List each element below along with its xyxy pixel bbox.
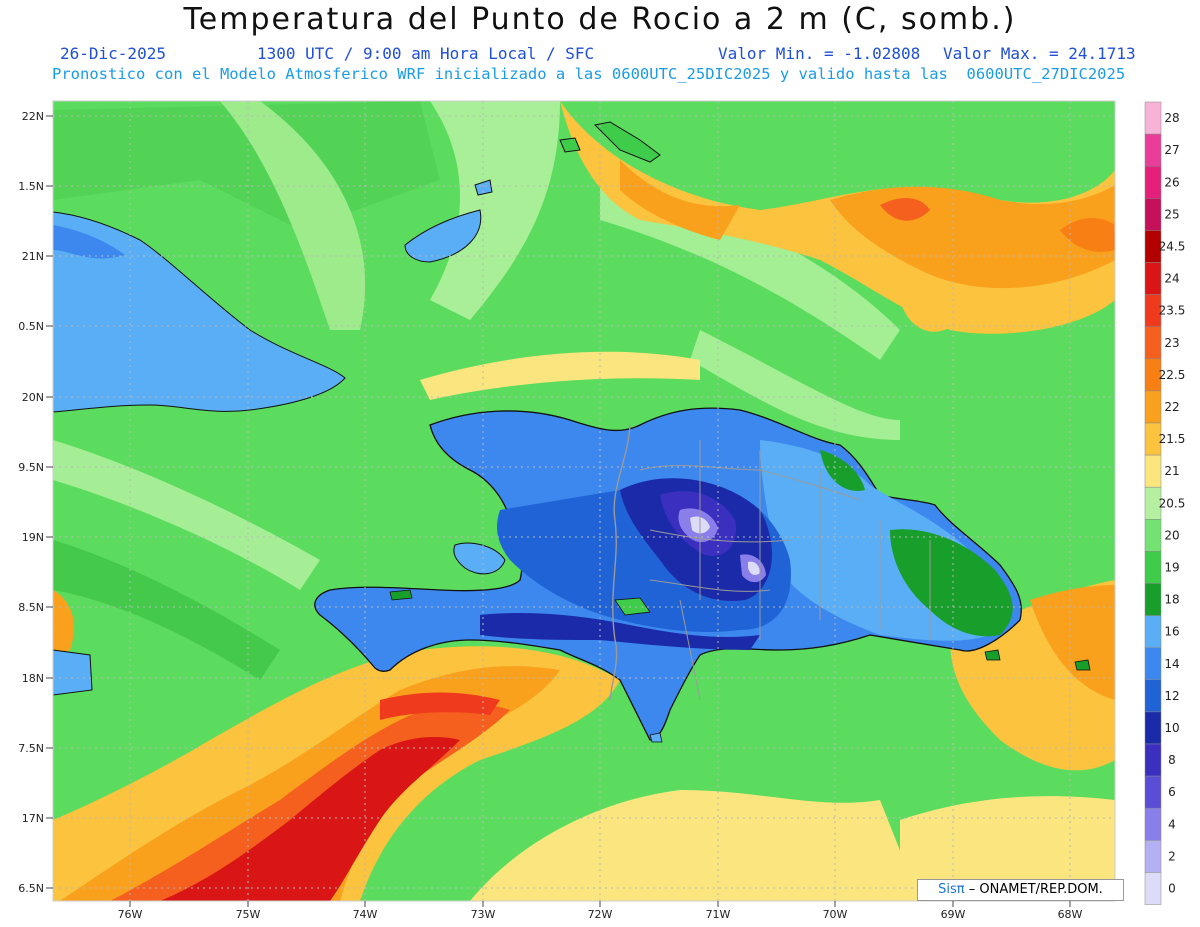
colorbar-label: 21.5 (1159, 432, 1186, 446)
colorbar-label: 24.5 (1159, 239, 1186, 253)
min-value: Valor Min. = -1.02808 (718, 44, 921, 63)
lat-axis: 22N 1.5N 21N 0.5N 20N 9.5N 19N 8.5N 18N … (18, 110, 44, 895)
lon-label: 71W (706, 908, 731, 921)
lat-label: 21N (22, 250, 44, 263)
colorbar-label: 24 (1164, 272, 1179, 286)
lon-label: 76W (118, 908, 143, 921)
colorbar-label: 4 (1168, 817, 1176, 831)
lat-label: 20N (22, 391, 44, 404)
lat-label: 9.5N (18, 461, 44, 474)
colorbar-swatch (1144, 807, 1162, 841)
colorbar: 2827262524.52423.52322.52221.52120.52019… (1144, 101, 1186, 905)
colorbar-label: 8 (1168, 753, 1176, 767)
lon-label: 74W (353, 908, 378, 921)
lon-label: 73W (471, 908, 496, 921)
model-info: Pronostico con el Modelo Atmosferico WRF… (52, 65, 1126, 83)
colorbar-label: 10 (1164, 721, 1179, 735)
colorbar-swatch (1144, 101, 1162, 135)
forecast-time: 1300 UTC / 9:00 am Hora Local / SFC (257, 44, 595, 63)
colorbar-label: 19 (1164, 560, 1179, 574)
lat-label: 1.5N (18, 180, 44, 193)
dewpoint-field (53, 101, 1115, 901)
colorbar-label: 18 (1164, 593, 1179, 607)
colorbar-swatch (1144, 551, 1162, 584)
map-title: Temperatura del Punto de Rocio a 2 m (C,… (183, 2, 1017, 37)
colorbar-swatch (1144, 647, 1162, 681)
lat-label: 18N (22, 672, 44, 685)
colorbar-swatch (1144, 262, 1162, 295)
colorbar-label: 23 (1164, 336, 1179, 350)
colorbar-label: 6 (1168, 785, 1176, 799)
credit-brand: Sisπ (938, 882, 965, 897)
colorbar-swatch (1144, 679, 1162, 713)
lat-label: 17N (22, 812, 44, 825)
colorbar-label: 12 (1164, 689, 1179, 703)
lat-label: 22N (22, 110, 44, 123)
colorbar-label: 22 (1164, 400, 1179, 414)
colorbar-swatch (1144, 198, 1162, 231)
colorbar-label: 20.5 (1159, 496, 1186, 510)
lat-label: 8.5N (18, 601, 44, 614)
colorbar-label: 22.5 (1159, 368, 1186, 382)
colorbar-label: 23.5 (1159, 304, 1186, 318)
credit-text: – ONAMET/REP.DOM. (968, 882, 1103, 897)
lat-label: 7.5N (18, 742, 44, 755)
colorbar-swatch (1144, 583, 1162, 616)
lon-label: 68W (1058, 908, 1083, 921)
colorbar-label: 28 (1164, 111, 1179, 125)
colorbar-swatch (1144, 133, 1162, 167)
colorbar-swatch (1144, 743, 1162, 777)
colorbar-swatch (1144, 872, 1162, 905)
colorbar-label: 2 (1168, 849, 1176, 863)
colorbar-label: 26 (1164, 175, 1179, 189)
colorbar-swatch (1144, 165, 1162, 199)
forecast-date: 26-Dic-2025 (60, 44, 166, 63)
colorbar-label: 25 (1164, 207, 1179, 221)
colorbar-swatch (1144, 454, 1162, 488)
colorbar-label: 20 (1164, 528, 1179, 542)
colorbar-swatch (1144, 840, 1162, 873)
lon-axis: 76W 75W 74W 73W 72W 71W 70W 69W 68W (118, 908, 1083, 921)
max-value: Valor Max. = 24.1713 (943, 44, 1136, 63)
lon-label: 70W (823, 908, 848, 921)
lat-label: 0.5N (18, 320, 44, 333)
grid-lines (53, 101, 1115, 901)
colorbar-swatch (1144, 390, 1162, 424)
colorbar-label: 14 (1164, 657, 1179, 671)
colorbar-swatch (1144, 519, 1162, 552)
lon-label: 72W (588, 908, 613, 921)
colorbar-label: 21 (1164, 464, 1179, 478)
lon-label: 75W (236, 908, 261, 921)
colorbar-label: 0 (1168, 881, 1176, 895)
colorbar-swatch (1144, 326, 1162, 360)
lon-label: 69W (941, 908, 966, 921)
colorbar-label: 16 (1164, 625, 1179, 639)
colorbar-label: 27 (1164, 143, 1179, 157)
colorbar-swatch (1144, 775, 1162, 809)
colorbar-swatch (1144, 615, 1162, 648)
lat-label: 6.5N (18, 882, 44, 895)
lat-label: 19N (22, 531, 44, 544)
credit-box: Sisπ – ONAMET/REP.DOM. (917, 879, 1124, 901)
colorbar-swatch (1144, 711, 1162, 745)
